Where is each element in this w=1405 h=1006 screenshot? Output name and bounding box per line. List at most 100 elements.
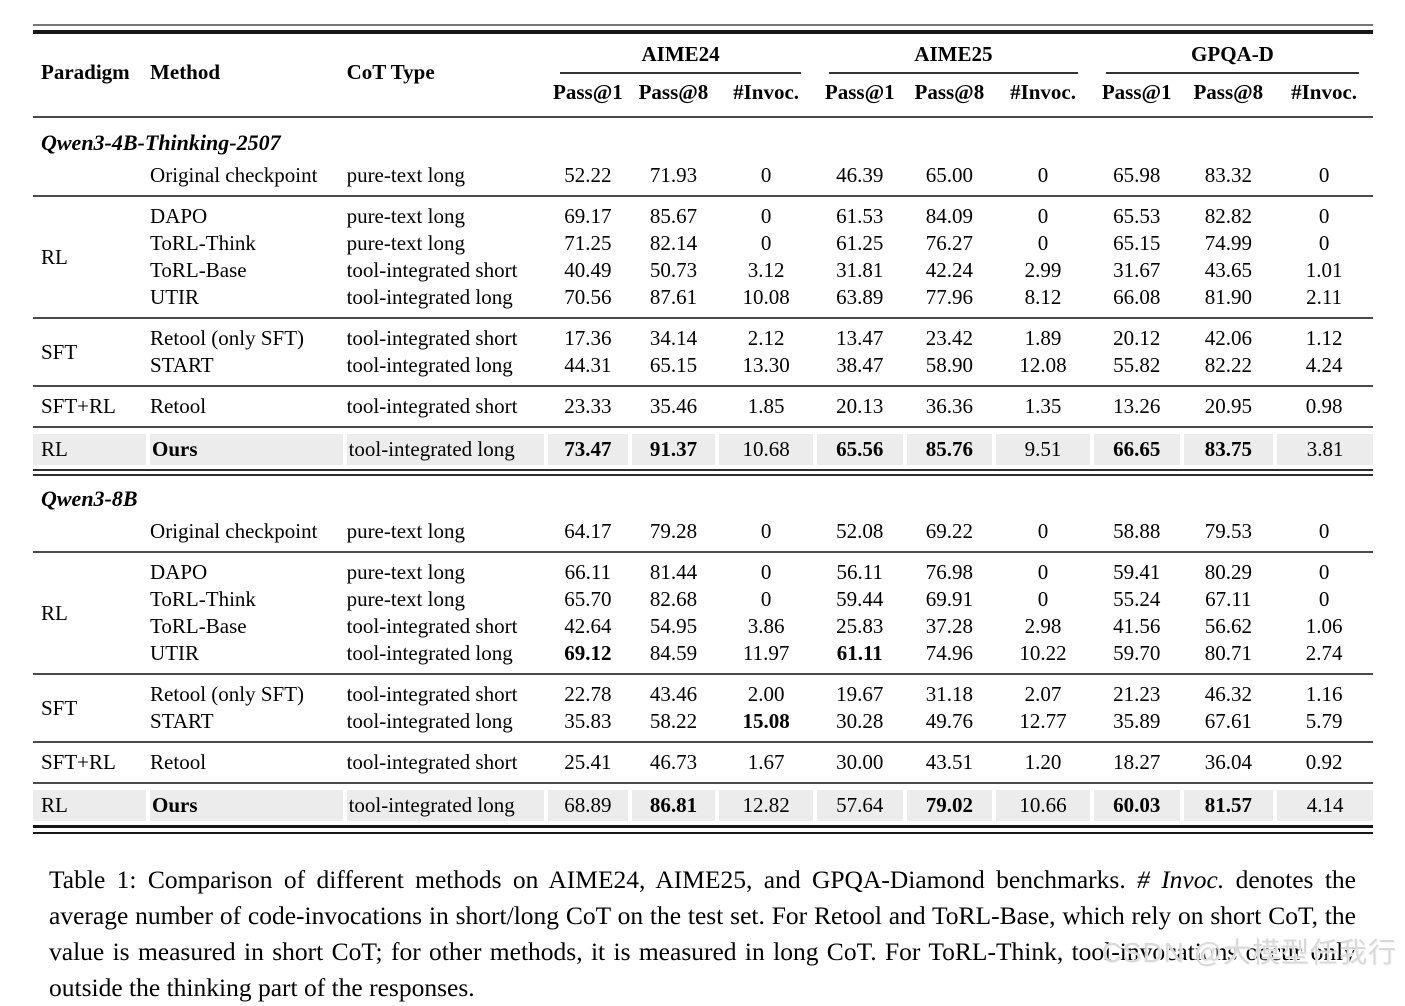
sub-header-pass8: Pass@8 — [1193, 79, 1264, 104]
method-cell: ToRL-Base — [150, 614, 247, 638]
value-cell: 20.13 — [836, 394, 884, 418]
method-cell: START — [150, 353, 214, 377]
method-cell: Retool — [150, 750, 207, 774]
value-cell: 58.22 — [649, 709, 698, 733]
value-cell: 35.89 — [1113, 709, 1161, 733]
value-cell: 0 — [760, 519, 772, 543]
cot-type-cell: tool-integrated long — [342, 434, 547, 465]
section-title-row: Qwen3-8B — [33, 480, 1373, 518]
value-cell: 70.56 — [564, 285, 612, 309]
value-cell: 61.25 — [836, 231, 884, 255]
table-row: RL Ours tool-integrated long 68.89 86.81 12.8… — [33, 790, 1373, 821]
value-cell: 52.08 — [836, 519, 884, 543]
value-cell: 1.67 — [747, 750, 785, 774]
value-cell: 61.11 — [836, 641, 883, 665]
cot-type-cell: tool-integrated short — [346, 394, 518, 418]
value-cell: 2.74 — [1305, 641, 1343, 665]
value-cell: 73.47 — [544, 434, 630, 465]
value-cell: 1.01 — [1305, 258, 1343, 282]
method-cell: Retool (only SFT) — [150, 682, 305, 706]
sub-header-invoc: #Invoc. — [1291, 79, 1358, 104]
value-cell: 30.28 — [836, 709, 884, 733]
table-row: RL Ours tool-integrated long 73.47 91.37 10.6… — [33, 434, 1373, 465]
value-cell: 15.08 — [742, 709, 790, 733]
value-cell: 55.82 — [1113, 353, 1161, 377]
value-cell: 20.12 — [1113, 326, 1161, 350]
value-cell: 0 — [1037, 587, 1049, 611]
table-row: SFT+RL Retool tool-integrated short 25.41 46… — [33, 749, 1373, 776]
value-cell: 42.64 — [564, 614, 612, 638]
table-row: SFT+RL Retool tool-integrated short 23.33 35… — [33, 393, 1373, 420]
value-cell: 67.61 — [1204, 709, 1252, 733]
table-row: ToRL-Think pure-text long 71.25 82.14 0 61.25… — [33, 230, 1373, 257]
value-cell: 23.33 — [564, 394, 612, 418]
cot-type-cell: pure-text long — [346, 163, 465, 187]
cot-type-cell: tool-integrated long — [346, 641, 513, 665]
value-cell: 19.67 — [836, 682, 884, 706]
value-cell: 83.75 — [1179, 434, 1276, 465]
value-cell: 85.76 — [902, 434, 995, 465]
block-divider-rule — [33, 667, 1373, 681]
method-cell: UTIR — [150, 641, 200, 665]
value-cell: 54.95 — [649, 614, 698, 638]
section-title-row: Qwen3-4B-Thinking-2507 — [33, 124, 1373, 162]
value-cell: 49.76 — [925, 709, 973, 733]
value-cell: 0 — [1037, 204, 1049, 228]
value-cell: 2.07 — [1024, 682, 1062, 706]
paper-table-figure: Paradigm Method CoT Type AIME24 AIME25 G… — [33, 24, 1373, 1006]
value-cell: 61.53 — [836, 204, 884, 228]
value-cell: 84.09 — [925, 204, 973, 228]
value-cell: 1.06 — [1305, 614, 1343, 638]
results-table: Paradigm Method CoT Type AIME24 AIME25 G… — [33, 24, 1373, 834]
value-cell: 85.67 — [649, 204, 698, 228]
paradigm-cell: RL — [33, 434, 149, 465]
value-cell: 0 — [1037, 519, 1049, 543]
sub-header-pass8: Pass@8 — [638, 79, 709, 104]
block-divider-rule — [33, 776, 1373, 790]
table-row: ToRL-Base tool-integrated short 40.49 50.73… — [33, 257, 1373, 284]
paradigm-cell: RL — [41, 244, 68, 269]
value-cell: 0 — [1318, 204, 1330, 228]
paradigm-cell: SFT — [41, 695, 78, 720]
value-cell: 81.44 — [649, 560, 698, 584]
cot-type-cell: pure-text long — [346, 519, 465, 543]
value-cell: 0 — [760, 204, 772, 228]
value-cell: 2.99 — [1024, 258, 1062, 282]
col-header-paradigm: Paradigm — [41, 59, 130, 84]
value-cell: 0.98 — [1305, 394, 1343, 418]
value-cell: 30.00 — [836, 750, 884, 774]
value-cell: 13.26 — [1113, 394, 1161, 418]
block-divider-rule — [33, 189, 1373, 203]
value-cell: 20.95 — [1204, 394, 1252, 418]
cot-type-cell: tool-integrated long — [342, 790, 547, 821]
value-cell: 43.51 — [925, 750, 973, 774]
value-cell: 35.46 — [649, 394, 698, 418]
paradigm-cell: SFT+RL — [41, 750, 116, 774]
value-cell: 0 — [760, 560, 772, 584]
table-row: START tool-integrated long 35.83 58.22 15.08… — [33, 708, 1373, 735]
table-row: UTIR tool-integrated long 69.12 84.59 11.97 6… — [33, 640, 1373, 667]
value-cell: 55.24 — [1113, 587, 1161, 611]
cot-type-cell: tool-integrated long — [346, 353, 513, 377]
value-cell: 69.91 — [925, 587, 973, 611]
value-cell: 36.04 — [1204, 750, 1252, 774]
value-cell: 25.41 — [564, 750, 612, 774]
value-cell: 81.90 — [1204, 285, 1252, 309]
value-cell: 0 — [1318, 560, 1330, 584]
value-cell: 0 — [1318, 519, 1330, 543]
value-cell: 42.06 — [1204, 326, 1252, 350]
value-cell: 12.77 — [1019, 709, 1067, 733]
value-cell: 10.68 — [715, 434, 815, 465]
value-cell: 69.17 — [564, 204, 612, 228]
value-cell: 46.32 — [1204, 682, 1252, 706]
value-cell: 31.81 — [836, 258, 884, 282]
value-cell: 22.78 — [564, 682, 612, 706]
method-cell: Ours — [146, 434, 345, 465]
value-cell: 34.14 — [649, 326, 698, 350]
value-cell: 21.23 — [1113, 682, 1161, 706]
value-cell: 69.12 — [564, 641, 612, 665]
value-cell: 0 — [760, 587, 772, 611]
table-row: ToRL-Base tool-integrated short 42.64 54.95… — [33, 613, 1373, 640]
value-cell: 0 — [760, 163, 772, 187]
caption-italic-text: # Invoc. — [1137, 865, 1225, 894]
